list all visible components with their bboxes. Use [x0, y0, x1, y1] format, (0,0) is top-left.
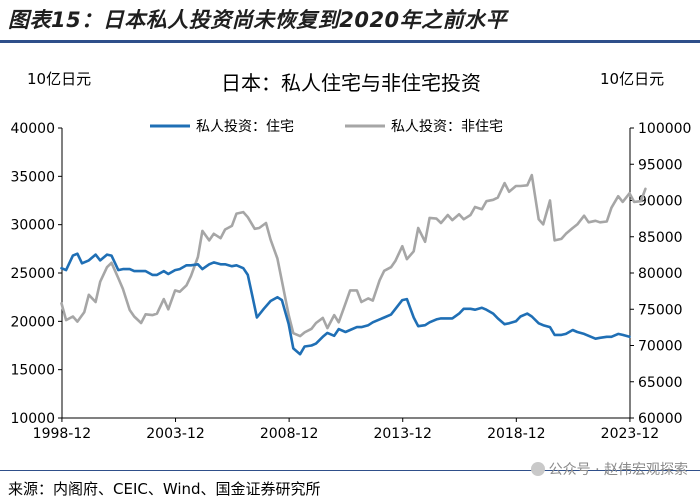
right-axis-tick-label: 100000	[638, 121, 691, 137]
right-axis-unit: 10亿日元	[600, 70, 664, 88]
legend-label-residential: 私人投资：住宅	[196, 119, 294, 135]
series-line-residential	[60, 252, 631, 356]
left-axis-tick-label: 25000	[10, 266, 55, 282]
chart-title: 日本：私人住宅与非住宅投资	[221, 71, 481, 95]
right-axis-tick-label: 80000	[638, 266, 683, 282]
footer-rule	[0, 470, 700, 471]
x-axis-tick-label: 1998-12	[33, 426, 92, 442]
left-axis-tick-label: 35000	[10, 169, 55, 185]
left-axis-tick-label: 10000	[10, 411, 55, 427]
right-axis-tick-label: 95000	[638, 157, 683, 173]
axes: 10000 15000 20000 25000 30000 35000 40000 60000…	[10, 121, 691, 442]
watermark: 公众号 · 赵伟宏观探索	[530, 459, 688, 479]
source-note: 来源：内阁府、CEIC、Wind、国金证券研究所	[8, 480, 321, 498]
x-axis-tick-label: 2018-12	[487, 426, 546, 442]
right-axis-tick-label: 70000	[638, 339, 683, 355]
figure-title: 图表15：日本私人投资尚未恢复到2020年之前水平	[8, 8, 508, 32]
left-axis-tick-label: 30000	[10, 218, 55, 234]
line-chart: 日本：私人住宅与非住宅投资 10亿日元 10亿日元 私人投资：住宅 私人投资：非…	[10, 70, 691, 442]
left-axis-tick-label: 40000	[10, 121, 55, 137]
left-axis-tick-label: 15000	[10, 363, 55, 379]
right-axis-tick-label: 65000	[638, 375, 683, 391]
right-axis-tick-label: 60000	[638, 411, 683, 427]
left-axis-tick-label: 20000	[10, 314, 55, 330]
x-axis-tick-label: 2008-12	[260, 426, 319, 442]
right-axis-tick-label: 90000	[638, 194, 683, 210]
wechat-icon	[530, 462, 545, 476]
x-axis-tick-label: 2003-12	[146, 426, 205, 442]
x-axis-tick-label: 2013-12	[373, 426, 432, 442]
watermark-text: 公众号 · 赵伟宏观探索	[548, 462, 688, 478]
x-axis-tick-label: 2023-12	[601, 426, 660, 442]
right-axis-tick-label: 85000	[638, 230, 683, 246]
title-rule	[0, 40, 700, 43]
right-axis-tick-label: 75000	[638, 302, 683, 318]
legend: 私人投资：住宅 私人投资：非住宅	[150, 119, 503, 135]
series-line-nonresidential	[60, 173, 647, 338]
series-group	[60, 173, 647, 356]
left-axis-unit: 10亿日元	[27, 70, 91, 88]
legend-label-nonresidential: 私人投资：非住宅	[391, 119, 503, 135]
